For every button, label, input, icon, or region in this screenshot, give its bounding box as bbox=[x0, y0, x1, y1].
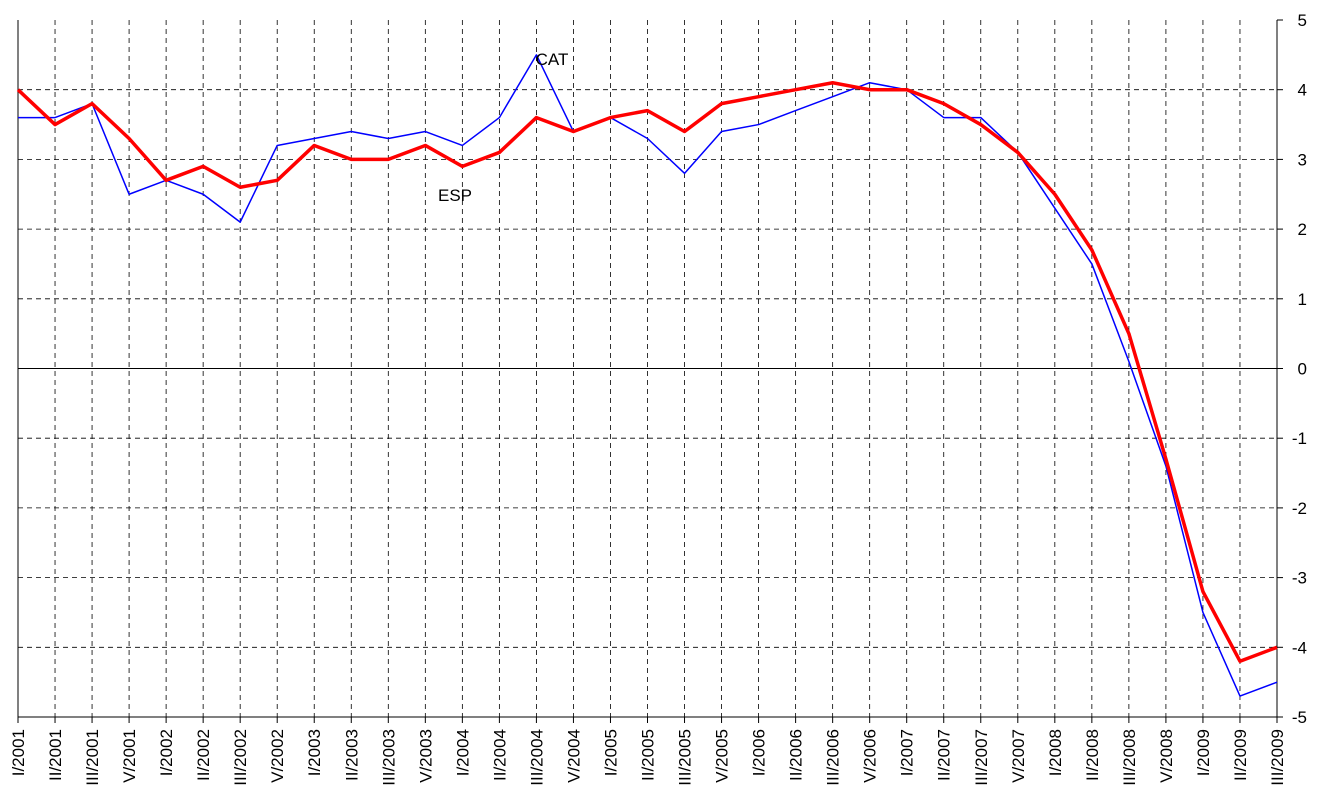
series-line bbox=[16, 80, 1278, 663]
x-tick-label: I/2003 bbox=[305, 729, 324, 776]
series-line bbox=[18, 54, 1278, 697]
x-tick-label: I/2004 bbox=[453, 729, 472, 776]
x-tick-label: V/2004 bbox=[564, 729, 583, 783]
x-tick-label: III/2008 bbox=[1120, 729, 1139, 786]
x-tick-label: V/2005 bbox=[713, 729, 732, 783]
x-tick-label: V/2003 bbox=[416, 729, 435, 783]
x-tick-label: II/2007 bbox=[935, 729, 954, 781]
y-tick-label: 1 bbox=[1298, 290, 1307, 309]
x-tick-label: V/2007 bbox=[1009, 729, 1028, 783]
x-tick-label: III/2005 bbox=[676, 729, 695, 786]
x-tick-label: III/2002 bbox=[231, 729, 250, 786]
x-tick-label: II/2006 bbox=[787, 729, 806, 781]
y-tick-label: -3 bbox=[1292, 569, 1307, 588]
x-tick-label: II/2009 bbox=[1231, 729, 1250, 781]
y-tick-label: -1 bbox=[1292, 429, 1307, 448]
x-tick-label: III/2007 bbox=[972, 729, 991, 786]
y-tick-label: -2 bbox=[1292, 499, 1307, 518]
y-tick-label: -4 bbox=[1292, 638, 1307, 657]
x-tick-label: III/2001 bbox=[83, 729, 102, 786]
x-tick-label: V/2008 bbox=[1157, 729, 1176, 783]
x-tick-label: I/2005 bbox=[601, 729, 620, 776]
x-tick-label: I/2008 bbox=[1046, 729, 1065, 776]
x-tick-label: III/2004 bbox=[527, 729, 546, 786]
series-label: ESP bbox=[438, 186, 472, 205]
x-tick-label: I/2001 bbox=[9, 729, 28, 776]
x-tick-label: II/2008 bbox=[1083, 729, 1102, 781]
x-tick-label: I/2002 bbox=[157, 729, 176, 776]
y-tick-label: -5 bbox=[1292, 708, 1307, 727]
x-tick-label: II/2005 bbox=[639, 729, 658, 781]
x-tick-label: V/2006 bbox=[861, 729, 880, 783]
x-tick-label: II/2001 bbox=[46, 729, 65, 781]
x-tick-label: V/2002 bbox=[268, 729, 287, 783]
x-tick-label: II/2004 bbox=[490, 729, 509, 781]
x-tick-label: III/2003 bbox=[379, 729, 398, 786]
x-tick-label: II/2002 bbox=[194, 729, 213, 781]
x-tick-label: I/2006 bbox=[750, 729, 769, 776]
x-tick-label: III/2009 bbox=[1268, 729, 1287, 786]
y-tick-label: 4 bbox=[1298, 81, 1307, 100]
x-tick-label: V/2001 bbox=[120, 729, 139, 783]
x-tick-label: III/2006 bbox=[824, 729, 843, 786]
x-tick-label: I/2009 bbox=[1194, 729, 1213, 776]
x-tick-label: II/2003 bbox=[342, 729, 361, 781]
y-tick-label: 2 bbox=[1298, 220, 1307, 239]
series-label: CAT bbox=[536, 50, 569, 69]
y-tick-label: 5 bbox=[1298, 11, 1307, 30]
x-tick-label: I/2007 bbox=[898, 729, 917, 776]
y-tick-label: 3 bbox=[1298, 150, 1307, 169]
y-tick-label: 0 bbox=[1298, 360, 1307, 379]
